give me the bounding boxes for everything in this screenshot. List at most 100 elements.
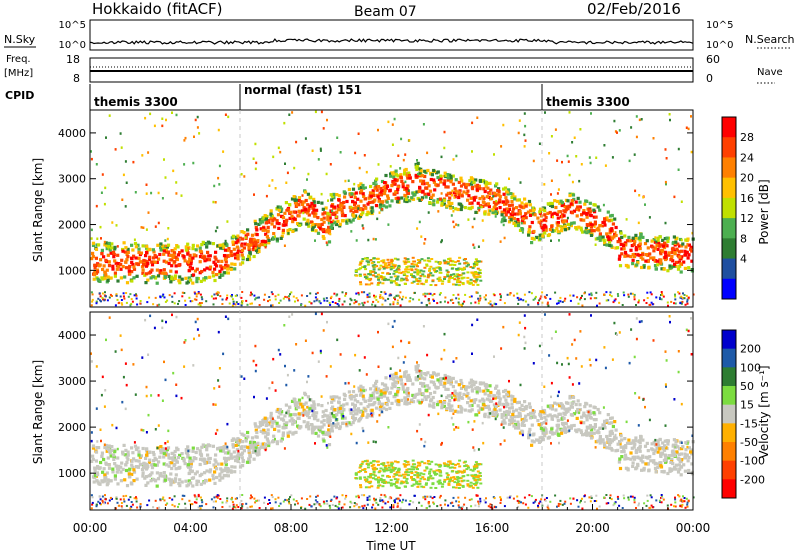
velocity-cell <box>560 429 564 433</box>
power-cell <box>282 223 286 227</box>
velocity-cell <box>544 430 548 435</box>
power-cell <box>503 186 508 190</box>
velocity-cell <box>414 367 418 371</box>
power-cell <box>184 245 188 249</box>
power-cell <box>220 267 224 271</box>
power-cell <box>617 295 620 297</box>
power-cell <box>262 215 266 219</box>
velocity-cell <box>401 384 405 388</box>
power-cell <box>367 278 371 281</box>
velocity-cell <box>188 499 191 502</box>
power-cell <box>604 218 608 222</box>
power-cell <box>294 228 298 232</box>
power-cell <box>364 206 368 210</box>
velocity-cell <box>290 399 295 403</box>
velocity-cell <box>102 501 105 504</box>
power-cell <box>667 251 671 255</box>
power-cell <box>312 208 316 212</box>
power-cell <box>589 214 593 218</box>
power-cell <box>130 256 134 261</box>
power-cell <box>389 165 392 168</box>
power-cell <box>679 249 683 253</box>
velocity-cell <box>123 478 127 482</box>
power-cell <box>641 257 645 261</box>
power-cell <box>447 279 451 282</box>
velocity-cell <box>515 401 519 405</box>
power-cell <box>595 297 598 300</box>
power-cell <box>452 158 455 161</box>
power-cell <box>610 218 614 222</box>
power-cell <box>379 264 383 267</box>
velocity-cell <box>605 418 609 423</box>
power-cell <box>554 128 557 131</box>
power-cell <box>330 220 334 224</box>
power-cell <box>511 210 515 214</box>
power-cell <box>349 209 353 213</box>
velocity-cell <box>415 376 419 380</box>
power-cell <box>283 121 286 125</box>
power-cell <box>455 154 458 158</box>
power-cell <box>308 300 311 303</box>
velocity-cell <box>403 371 407 375</box>
power-cell <box>464 258 467 260</box>
velocity-cell <box>491 413 495 417</box>
velocity-cell <box>307 415 311 420</box>
power-cell <box>189 300 192 303</box>
velocity-cell <box>618 457 622 461</box>
power-cell <box>266 220 270 224</box>
power-cell <box>483 296 486 299</box>
power-cell <box>355 239 358 242</box>
power-cell <box>609 229 613 233</box>
velocity-cell <box>220 446 224 450</box>
power-cell <box>436 302 439 305</box>
power-cell <box>505 190 509 194</box>
power-cell <box>146 301 149 304</box>
velocity-cell <box>153 463 157 467</box>
velocity-cell <box>103 473 107 477</box>
velocity-cell <box>321 431 325 435</box>
velocity-cell <box>411 393 415 397</box>
power-cell <box>91 255 95 259</box>
power-cell <box>380 179 385 184</box>
power-cell <box>291 111 294 114</box>
velocity-cell <box>365 415 369 419</box>
power-cell <box>188 296 191 299</box>
velocity-cell <box>319 429 323 434</box>
power-cell <box>428 267 432 270</box>
power-cell <box>455 297 458 300</box>
velocity-cell <box>122 498 125 501</box>
velocity-cell <box>249 440 253 444</box>
velocity-cell <box>537 423 541 427</box>
power-cell <box>404 197 409 202</box>
power-cell <box>241 302 244 305</box>
power-cell <box>211 242 215 246</box>
velocity-cell <box>590 431 594 435</box>
nave-tick-top: 60 <box>706 53 720 66</box>
power-cell <box>420 301 423 304</box>
velocity-cell <box>656 439 660 443</box>
velocity-cell <box>338 426 342 431</box>
velocity-cell <box>354 393 358 397</box>
velocity-cell <box>382 406 386 410</box>
velocity-cell <box>624 444 628 448</box>
power-cell <box>474 301 477 304</box>
power-cell <box>643 299 646 302</box>
velocity-cell <box>201 443 205 447</box>
power-cell <box>474 210 478 214</box>
power-cell <box>399 304 402 307</box>
power-cell <box>400 196 404 200</box>
power-cell <box>473 246 476 249</box>
power-cell <box>152 250 156 254</box>
power-cell <box>175 113 178 117</box>
power-cell <box>412 275 416 278</box>
velocity-cell <box>396 398 400 403</box>
velocity-cell <box>666 471 670 476</box>
velocity-cell <box>623 457 627 461</box>
power-cell <box>474 281 478 284</box>
power-cell <box>188 253 192 257</box>
velocity-cell <box>671 461 675 466</box>
power-cell <box>402 278 406 281</box>
nsearch-tick-top: 10^5 <box>706 20 733 31</box>
power-cell <box>467 263 470 266</box>
